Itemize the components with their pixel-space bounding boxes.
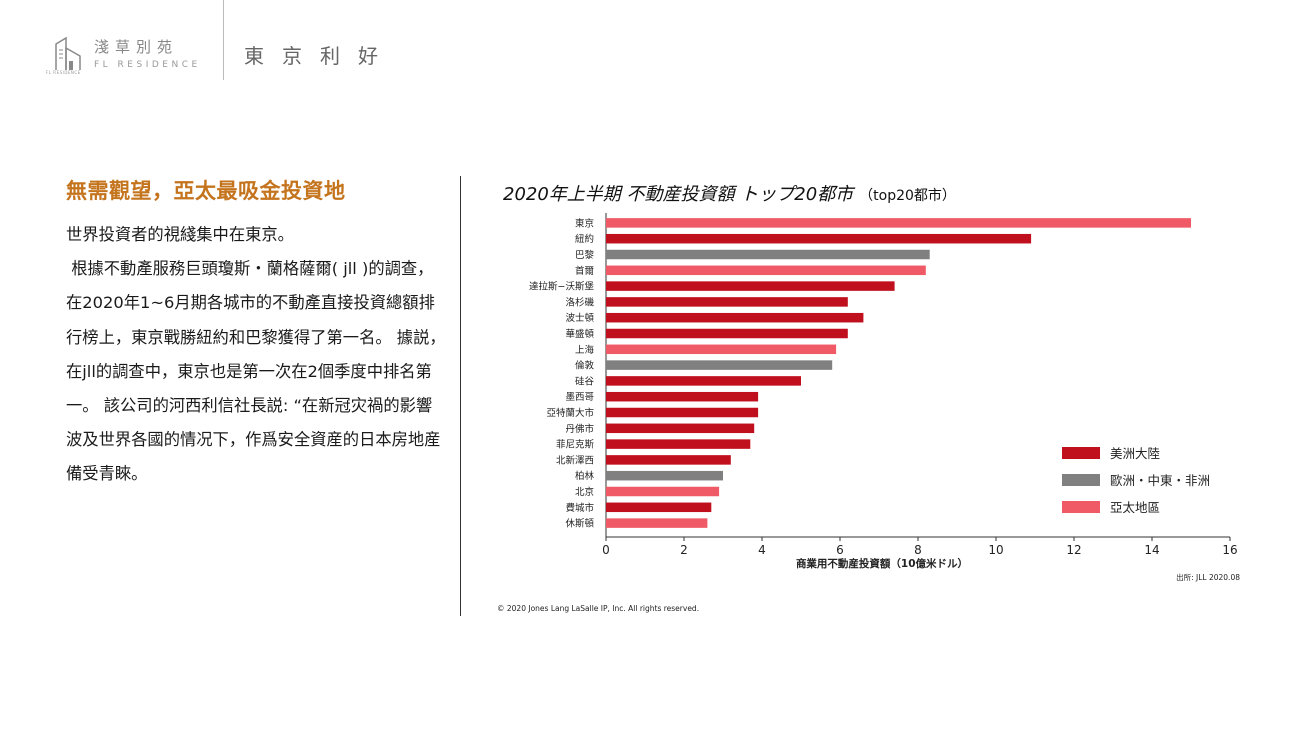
bar xyxy=(606,344,837,355)
x-tick-label: 14 xyxy=(1144,543,1159,557)
article-paragraph: 世界投資者的視綫集中在東京。 xyxy=(66,225,294,244)
article-headline: 無需觀望，亞太最吸金投資地 xyxy=(66,179,346,203)
chart-source: 出所: JLL 2020.08 xyxy=(1176,572,1240,582)
category-label: 費城市 xyxy=(565,502,594,514)
bar xyxy=(606,218,1191,228)
category-label: 倫敦 xyxy=(575,360,595,372)
bar xyxy=(606,233,1032,244)
category-label: 東京 xyxy=(575,217,594,229)
page-header: FL RESIDENCE 淺草別苑 FL RESIDENCE 東京利好 xyxy=(0,0,1300,90)
legend-label: 歐洲・中東・非洲 xyxy=(1110,473,1210,488)
x-tick-label: 8 xyxy=(914,543,922,557)
bar xyxy=(606,439,751,449)
bar xyxy=(606,391,759,402)
x-tick-label: 12 xyxy=(1066,543,1081,557)
category-label: 硅谷 xyxy=(575,375,595,387)
bar xyxy=(606,470,723,481)
column-divider xyxy=(460,176,461,616)
legend-swatch xyxy=(1062,501,1100,513)
category-label: 巴黎 xyxy=(575,249,595,261)
bar xyxy=(606,297,848,307)
brand-sub-label: FL RESIDENCE xyxy=(46,70,81,75)
legend-label: 亞太地區 xyxy=(1110,500,1160,515)
bar xyxy=(606,376,801,386)
category-label: 華盛頓 xyxy=(565,328,594,340)
header-divider xyxy=(223,0,224,80)
brand-name-en: FL RESIDENCE xyxy=(94,60,201,70)
article-body: 世界投資者的視綫集中在東京。 根據不動產服務巨頭瓊斯・蘭格薩爾( jll )的調… xyxy=(66,218,446,492)
x-tick-label: 6 xyxy=(836,543,844,557)
bar xyxy=(606,486,720,497)
bar xyxy=(606,360,833,370)
x-axis-label: 商業用不動産投資額（10億米ドル） xyxy=(796,557,968,570)
bar xyxy=(606,423,755,434)
category-label: 北京 xyxy=(575,486,594,498)
chart-subtitle: （top20都市） xyxy=(859,188,956,204)
bar-chart: 東京紐約巴黎首爾達拉斯−沃斯堡洛杉磯波士頓華盛頓上海倫敦硅谷墨西哥亞特蘭大市丹佛… xyxy=(529,213,1240,582)
legend-swatch xyxy=(1062,447,1100,459)
legend-label: 美洲大陸 xyxy=(1110,446,1160,461)
category-label: 休斯頓 xyxy=(565,518,594,530)
bar xyxy=(606,265,926,276)
x-tick-label: 4 xyxy=(758,543,766,557)
bar xyxy=(606,328,848,339)
copyright-notice: © 2020 Jones Lang LaSalle IP, Inc. All r… xyxy=(497,604,700,613)
category-label: 洛杉磯 xyxy=(565,296,594,308)
legend-swatch xyxy=(1062,474,1100,486)
category-label: 上海 xyxy=(575,344,595,356)
bar xyxy=(606,249,930,260)
chart-title: 2020年上半期 不動産投資額 トップ20都市 xyxy=(503,184,854,205)
article-paragraph: 根據不動產服務巨頭瓊斯・蘭格薩爾( jll )的調查，在2020年1~6月期各城… xyxy=(66,259,446,484)
category-label: 紐約 xyxy=(575,233,594,245)
bar xyxy=(606,407,759,418)
x-tick-label: 2 xyxy=(680,543,688,557)
page-title: 東京利好 xyxy=(244,44,396,68)
bar xyxy=(606,281,895,291)
chart-title-block: 2020年上半期 不動産投資額 トップ20都市 （top20都市） xyxy=(503,180,956,206)
category-label: 北新澤西 xyxy=(556,454,594,466)
bar xyxy=(606,518,708,528)
x-tick-label: 16 xyxy=(1222,543,1237,557)
category-label: 亞特蘭大市 xyxy=(546,407,594,419)
bar xyxy=(606,312,864,323)
category-label: 柏林 xyxy=(575,470,595,482)
bar xyxy=(606,455,731,465)
x-tick-label: 10 xyxy=(988,543,1003,557)
category-label: 波士頓 xyxy=(565,312,594,324)
brand-name-cn: 淺草別苑 xyxy=(94,38,179,56)
category-label: 菲尼克斯 xyxy=(556,439,595,451)
bar xyxy=(606,502,712,513)
building-logo-icon xyxy=(55,36,81,70)
category-label: 墨西哥 xyxy=(565,392,594,403)
category-label: 達拉斯−沃斯堡 xyxy=(529,281,594,293)
category-label: 丹佛市 xyxy=(565,423,594,435)
category-label: 首爾 xyxy=(575,265,595,277)
x-tick-label: 0 xyxy=(602,543,610,557)
